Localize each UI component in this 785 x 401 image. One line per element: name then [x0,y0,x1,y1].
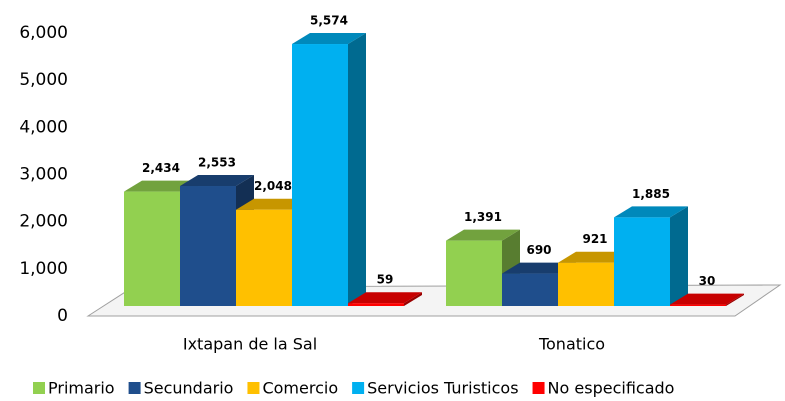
legend-swatch [532,382,545,394]
y-tick-label: 2,000 [19,212,68,232]
value-label: 5,574 [310,14,348,28]
bar-top [124,180,198,192]
y-tick-label: 5,000 [19,70,68,90]
bar-top [558,251,632,263]
bar [446,240,502,306]
bar-top [502,262,576,274]
legend-swatch [128,382,141,394]
bar-top [614,206,688,218]
y-tick-label: 0 [57,306,68,326]
x-tick-label: Ixtapan de la Sal [183,335,317,354]
y-tick-label: 4,000 [19,117,68,137]
bar [124,191,180,306]
bar [236,209,292,306]
bar-side [348,33,366,306]
bar [180,186,236,306]
value-label: 2,553 [198,156,236,170]
bar-top [180,175,254,187]
legend-label: Primario [48,379,115,398]
value-label: 59 [377,273,394,287]
bar [502,273,558,306]
legend-label: Secundario [144,379,234,398]
legend-swatch [352,382,365,394]
value-label: 690 [526,243,551,257]
legend-swatch [247,382,260,394]
legend-label: Comercio [262,379,338,398]
bar-top [348,292,422,304]
bar [614,217,670,306]
y-tick-label: 3,000 [19,165,68,185]
value-label: 921 [582,232,607,246]
bar [670,304,726,306]
value-label: 1,391 [464,210,502,224]
x-tick-label: Tonatico [538,335,605,354]
value-label: 2,048 [254,179,292,193]
value-label: 30 [699,274,716,288]
bar [292,44,348,306]
legend-swatch [33,382,45,394]
bar-top [292,33,366,45]
bar-side [670,206,688,306]
value-label: 1,885 [632,187,670,201]
bar-side [404,292,422,306]
y-tick-label: 1,000 [19,259,68,279]
bar [348,303,404,306]
y-tick-label: 6,000 [19,23,68,43]
bar-top [446,229,520,241]
legend-label: No especificado [548,379,675,398]
legend-label: Servicios Turisticos [367,379,518,398]
value-label: 2,434 [142,161,180,175]
bar-top [670,293,744,305]
bar [558,262,614,306]
bar-side [726,293,744,306]
bar-top [236,198,310,210]
